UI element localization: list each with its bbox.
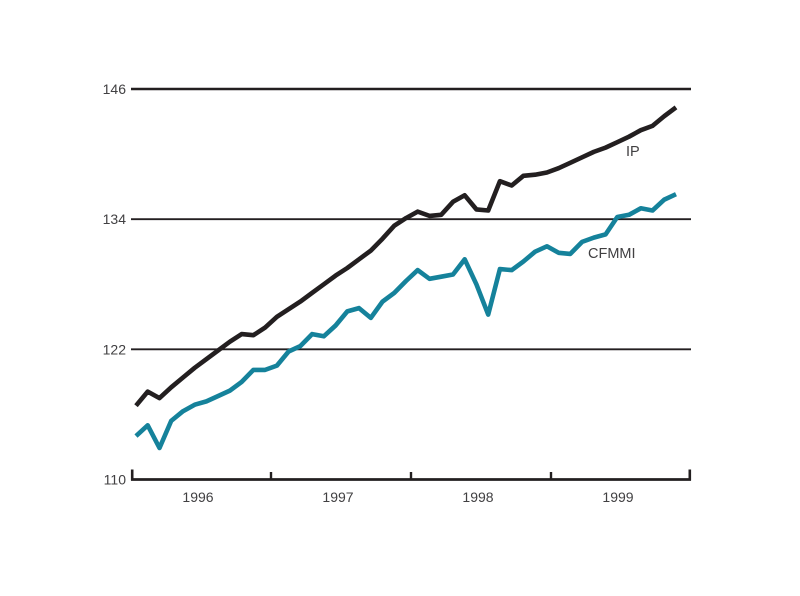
- x-year-label-1998: 1998: [462, 489, 493, 505]
- series-line-cfmmi: [134, 192, 677, 451]
- x-year-label-1997: 1997: [322, 489, 353, 505]
- series-label-cfmmi: CFMMI: [588, 246, 636, 262]
- y-tick-label-134: 134: [103, 211, 127, 227]
- x-year-label-1996: 1996: [182, 489, 213, 505]
- y-tick-label-122: 122: [103, 341, 127, 357]
- series-label-ip: IP: [626, 144, 640, 160]
- series-line-ip: [134, 105, 678, 408]
- y-tick-label-146: 146: [103, 81, 127, 97]
- y-tick-label-110: 110: [104, 472, 127, 488]
- x-year-label-1999: 1999: [602, 489, 633, 505]
